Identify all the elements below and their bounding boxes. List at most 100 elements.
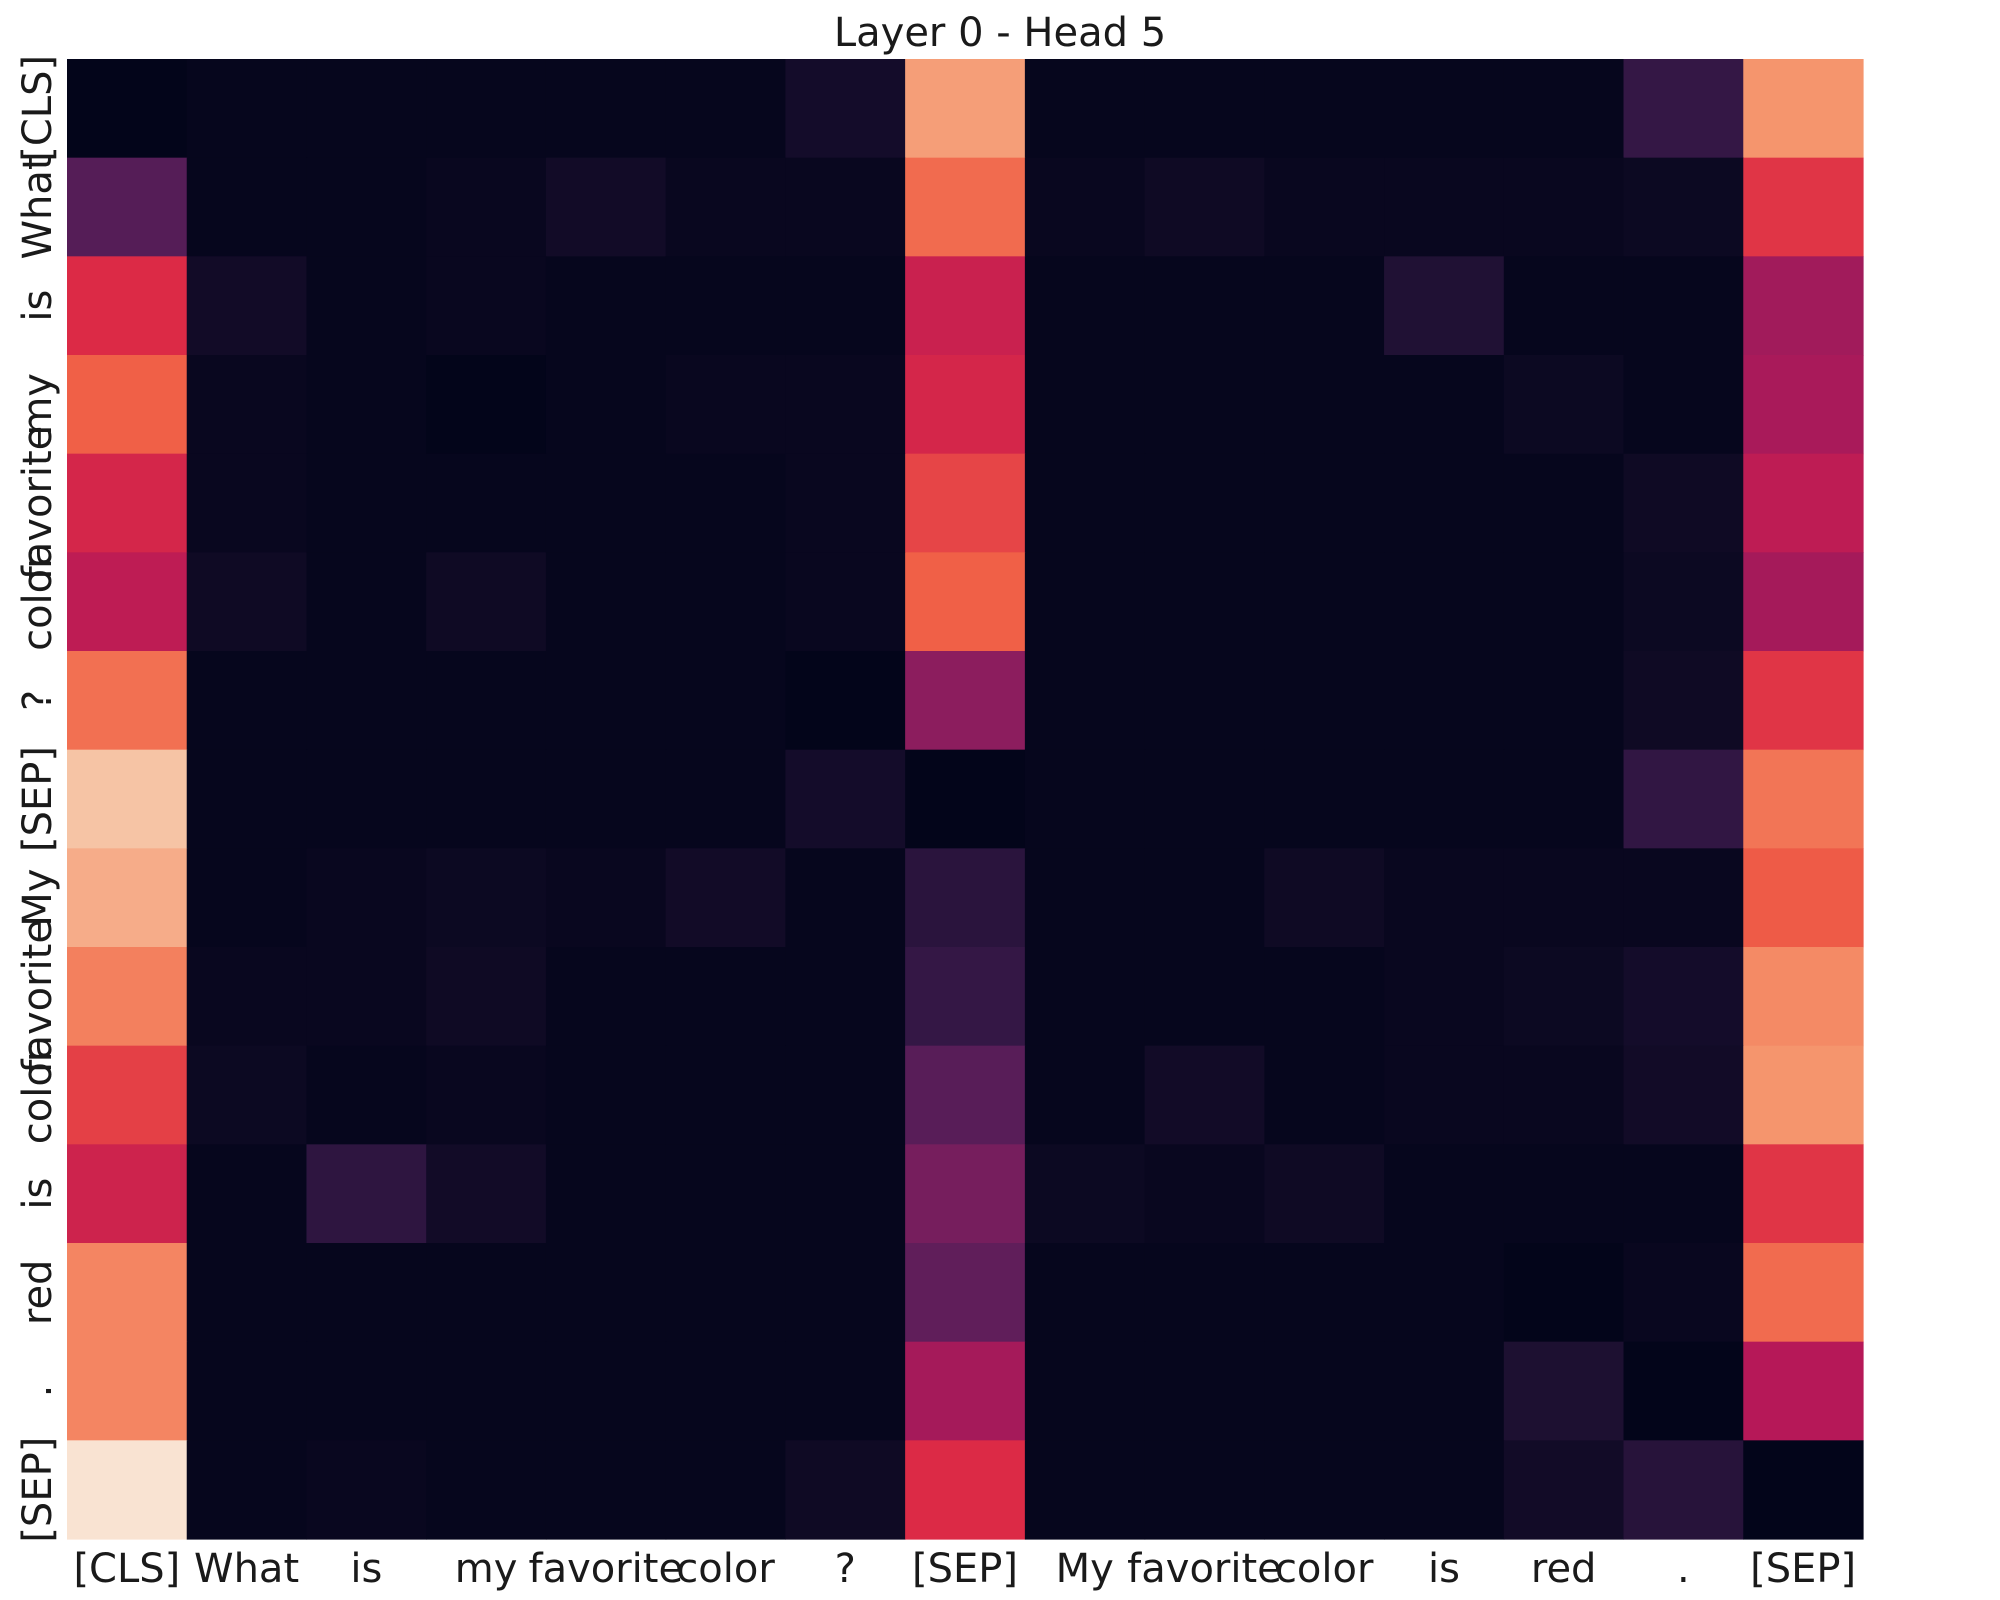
heatmap-cell: [545, 1440, 667, 1540]
heatmap-cell: [1144, 1144, 1265, 1244]
heatmap-cell: [665, 1440, 786, 1540]
heatmap-cell: [785, 453, 906, 553]
heatmap-cell: [1743, 1341, 1864, 1441]
heatmap-cell: [186, 848, 308, 948]
heatmap-cell: [1623, 1144, 1744, 1244]
heatmap-cell: [1503, 749, 1625, 849]
heatmap-cell: [67, 1144, 188, 1244]
heatmap-cell: [1503, 1045, 1625, 1145]
heatmap-cell: [1384, 59, 1505, 159]
heatmap-cell: [186, 453, 308, 553]
heatmap-cell: [1144, 1045, 1265, 1145]
x-tick-label: [CLS]: [73, 1546, 180, 1592]
heatmap-cell: [1623, 453, 1744, 553]
heatmap-cell: [1623, 256, 1744, 356]
y-tick-label: ?: [15, 690, 61, 711]
x-tick-label: [SEP]: [912, 1546, 1018, 1592]
x-tick-label: [SEP]: [1750, 1546, 1856, 1592]
heatmap-cell: [1384, 848, 1505, 948]
heatmap-cell: [1144, 59, 1265, 159]
x-tick-label: ?: [835, 1546, 856, 1592]
y-tick-label: color: [15, 552, 61, 651]
heatmap-cell: [1264, 59, 1385, 159]
heatmap-cell: [545, 157, 667, 257]
heatmap-cell: [665, 1045, 786, 1145]
heatmap-cell: [1623, 1045, 1744, 1145]
y-tick-label: color: [15, 1045, 61, 1144]
heatmap-cell: [426, 453, 547, 553]
heatmap-cell: [665, 1243, 786, 1343]
heatmap-cell: [785, 355, 906, 455]
heatmap-cell: [1503, 651, 1625, 751]
heatmap-cell: [545, 552, 667, 652]
heatmap-cell: [1384, 552, 1505, 652]
heatmap-cell: [1144, 453, 1265, 553]
heatmap-cell: [1743, 157, 1864, 257]
heatmap-cell: [1503, 256, 1625, 356]
heatmap-cell: [1743, 651, 1864, 751]
heatmap-cell: [1623, 749, 1744, 849]
heatmap-cell: [545, 947, 667, 1047]
heatmap-cell: [1144, 947, 1265, 1047]
heatmap-cell: [186, 651, 308, 751]
heatmap-cell: [1264, 947, 1385, 1047]
y-axis-tick-labels: [CLS]Whatismyfavoritecolor?[SEP]Myfavori…: [15, 55, 61, 1543]
heatmap-cell: [186, 749, 308, 849]
heatmap-cell: [785, 1440, 906, 1540]
heatmap-cell: [1623, 1341, 1744, 1441]
heatmap-cell: [1144, 552, 1265, 652]
heatmap-cell: [426, 1440, 547, 1540]
heatmap-cell: [905, 947, 1026, 1047]
heatmap-cell: [1384, 355, 1505, 455]
heatmap-cell: [1503, 848, 1625, 948]
heatmap-cell: [426, 552, 547, 652]
heatmap-cell: [1503, 552, 1625, 652]
heatmap-cell: [1264, 749, 1385, 849]
heatmap-cell: [1264, 453, 1385, 553]
heatmap-cell: [1264, 651, 1385, 751]
y-tick-label: [SEP]: [15, 1437, 61, 1543]
heatmap-cell: [785, 749, 906, 849]
heatmap-cell: [1503, 1341, 1625, 1441]
heatmap-cell: [1503, 59, 1625, 159]
heatmap-cell: [1743, 749, 1864, 849]
heatmap-cell: [306, 848, 427, 948]
heatmap-cell: [785, 59, 906, 159]
heatmap-cell: [1024, 848, 1146, 948]
heatmap-cell: [1384, 651, 1505, 751]
heatmap-cell: [67, 552, 188, 652]
heatmap-cell: [1384, 1440, 1505, 1540]
heatmap-cell: [785, 848, 906, 948]
y-tick-label: favorite: [15, 919, 61, 1074]
heatmap-cell: [426, 157, 547, 257]
heatmap-cell: [1024, 453, 1146, 553]
x-tick-label: is: [1428, 1546, 1460, 1592]
x-tick-label: What: [194, 1546, 299, 1592]
heatmap-cell: [1743, 848, 1864, 948]
heatmap-cell: [426, 1243, 547, 1343]
heatmap-cell: [1503, 453, 1625, 553]
heatmap-cell: [306, 59, 427, 159]
heatmap-cell: [186, 1440, 308, 1540]
heatmap-cell: [1384, 1045, 1505, 1145]
heatmap-cell: [665, 1144, 786, 1244]
heatmap-cell: [426, 355, 547, 455]
heatmap-cell: [665, 59, 786, 159]
heatmap-cell: [905, 59, 1026, 159]
heatmap-cell: [1743, 355, 1864, 455]
heatmap-cell: [1384, 749, 1505, 849]
heatmap-cell: [186, 1045, 308, 1145]
heatmap-cell: [1264, 1440, 1385, 1540]
heatmap-cell: [905, 256, 1026, 356]
heatmap-cell: [1024, 256, 1146, 356]
heatmap-cell: [1384, 1144, 1505, 1244]
heatmap-cell: [1623, 157, 1744, 257]
heatmap-cell: [67, 453, 188, 553]
heatmap-cell: [1024, 947, 1146, 1047]
heatmap-cell: [1264, 256, 1385, 356]
heatmap-cell: [905, 1440, 1026, 1540]
heatmap-cell: [1024, 157, 1146, 257]
heatmap-cell: [306, 157, 427, 257]
heatmap-cell: [67, 59, 188, 159]
